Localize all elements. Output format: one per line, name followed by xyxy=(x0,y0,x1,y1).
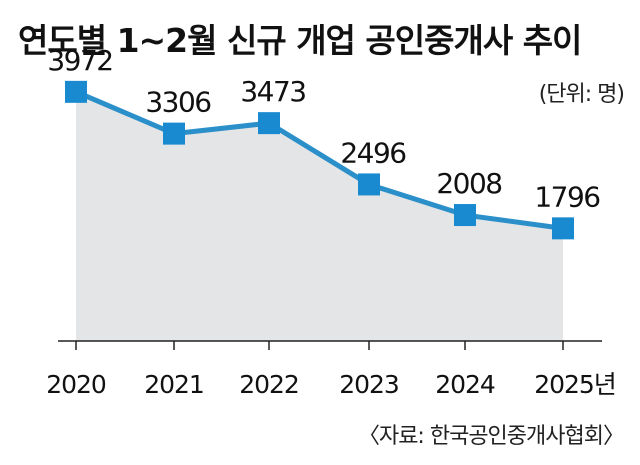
x-tick-label-0: 2020 xyxy=(46,370,106,399)
unit-label: (단위: 명) xyxy=(538,82,625,107)
data-point-2023 xyxy=(358,173,380,196)
data-label-2020: 3972 xyxy=(47,44,112,77)
data-label-2021: 3306 xyxy=(145,86,211,119)
data-point-2020 xyxy=(65,80,87,103)
data-label-2025년: 1796 xyxy=(534,180,600,213)
data-point-2021 xyxy=(163,122,185,145)
x-tick-label-1: 2021 xyxy=(144,370,204,399)
data-label-2022: 3473 xyxy=(240,75,305,108)
area-fill xyxy=(76,91,563,341)
data-point-2024 xyxy=(454,204,476,227)
data-label-2023: 2496 xyxy=(340,136,406,169)
x-tick-label-5: 2025년 xyxy=(534,370,616,399)
data-label-2024: 2008 xyxy=(436,167,501,200)
x-tick-label-3: 2023 xyxy=(339,370,399,399)
source-label: 〈자료: 한국공인중개사협회〉 xyxy=(357,424,625,449)
chart-title: 연도별 1~2월 신규 개업 공인중개사 추이 xyxy=(18,21,582,60)
data-point-2022 xyxy=(258,112,280,135)
x-tick-label-2: 2022 xyxy=(239,370,299,399)
x-tick-label-4: 2024 xyxy=(435,370,495,399)
data-point-2025년 xyxy=(552,217,574,240)
series-line xyxy=(75,89,564,231)
